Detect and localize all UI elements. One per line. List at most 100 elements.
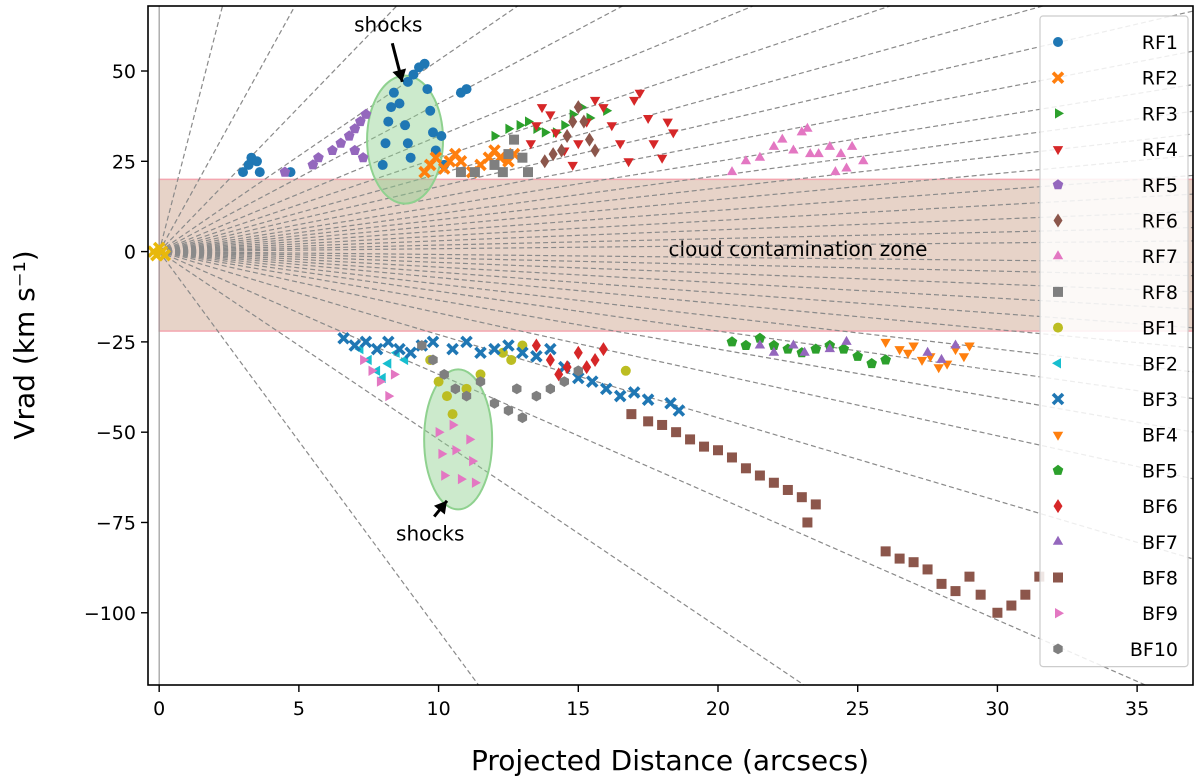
data-point-bf3 [348, 339, 362, 352]
origin-point [150, 248, 163, 262]
data-point-bf10 [573, 365, 583, 377]
data-point-rf7 [824, 140, 835, 150]
axis-ticks: 0 5 10 15 20 25 30 35 50 25 0 −25 −50 −75 −100 [84, 61, 1149, 720]
legend-marker-rf7 [1052, 250, 1064, 260]
data-points [148, 58, 1045, 618]
data-point-rf1 [428, 127, 438, 138]
legend-label-bf2: BF2 [1142, 353, 1178, 375]
data-point-rf6 [557, 143, 567, 158]
data-point-bf9 [466, 434, 476, 445]
data-point-rf1 [405, 152, 416, 163]
data-point-bf3 [460, 335, 473, 349]
data-point-rf4 [643, 115, 654, 124]
data-point-bf4 [933, 364, 944, 374]
legend-label-rf3: RF3 [1142, 103, 1178, 125]
x-tick-label: 10 [426, 698, 450, 720]
reference-line [159, 110, 1193, 253]
data-point-rf6 [548, 147, 558, 162]
data-point-rf1 [425, 105, 436, 116]
data-point-bf3 [627, 386, 641, 399]
data-point-bf9 [376, 376, 386, 387]
data-point-rf4 [615, 140, 626, 150]
legend-label-rf5: RF5 [1142, 175, 1178, 197]
data-point-rf1 [419, 58, 430, 69]
data-point-rf1 [380, 138, 391, 149]
data-point-bf3 [446, 342, 459, 356]
legend-marker-bf3 [1051, 392, 1065, 406]
data-point-bf8 [1034, 571, 1045, 582]
data-point-rf3 [491, 130, 501, 142]
data-point-bf4 [916, 356, 928, 366]
data-point-rf7 [813, 148, 824, 158]
data-point-bf1 [475, 369, 486, 380]
data-point-rf4 [531, 122, 542, 132]
data-point-bf8 [936, 578, 947, 589]
reference-line [158, 6, 224, 252]
data-point-bf8 [810, 499, 821, 510]
data-point-rf1 [386, 102, 397, 113]
data-point-bf3 [613, 389, 627, 403]
data-point-bf8 [782, 484, 793, 495]
data-point-bf8 [908, 557, 919, 568]
data-point-rf5 [313, 152, 324, 163]
data-point-rf1 [388, 87, 399, 98]
reference-line [158, 251, 805, 685]
data-point-rf1 [422, 84, 433, 95]
data-point-bf8 [713, 445, 723, 456]
data-point-rf7 [830, 166, 841, 176]
legend-marker-bf4 [1052, 431, 1064, 441]
data-point-rf7 [726, 166, 738, 176]
data-point-rf4 [629, 96, 640, 106]
shock-region-lower [423, 368, 494, 511]
data-point-bf8 [1006, 600, 1017, 611]
data-point-rf8 [503, 149, 514, 160]
y-tick-label: −25 [96, 332, 136, 354]
data-point-bf9 [441, 470, 451, 481]
data-point-bf10 [417, 340, 427, 351]
data-point-rf7 [788, 144, 799, 154]
data-point-bf8 [626, 409, 637, 420]
y-axis-title: Vrad (km s⁻¹) [8, 250, 41, 439]
data-point-bf4 [880, 338, 891, 348]
legend-marker-bf6 [1053, 499, 1063, 514]
data-point-rf5 [349, 144, 361, 155]
data-point-rf1 [408, 69, 419, 80]
legend-marker-rf3 [1055, 108, 1064, 119]
data-point-rf1 [394, 98, 405, 109]
reference-line [159, 251, 1193, 400]
data-point-rf5 [360, 108, 372, 119]
legend-label-rf6: RF6 [1142, 211, 1178, 233]
data-point-rf3 [525, 116, 534, 127]
data-point-rf1 [254, 167, 265, 178]
legend-marker-bf2 [1052, 358, 1061, 369]
data-point-bf3 [488, 342, 501, 356]
data-point-rf1 [400, 120, 411, 131]
data-point-bf8 [802, 517, 813, 528]
data-point-bf4 [902, 349, 914, 359]
data-point-rf8 [509, 134, 520, 145]
legend-marker-bf5 [1052, 464, 1064, 475]
data-point-bf4 [894, 346, 905, 356]
legend-marker-rf1 [1053, 37, 1063, 47]
data-point-rf8 [517, 152, 528, 163]
data-point-rf1 [402, 76, 413, 87]
legend-marker-bf7 [1052, 535, 1064, 545]
data-point-rf7 [835, 148, 847, 158]
legend-marker-bf1 [1053, 322, 1063, 333]
annotation-label: shocks [354, 12, 422, 36]
legend-marker-rf6 [1053, 213, 1063, 228]
data-point-rf1 [383, 116, 394, 127]
x-tick-label: 15 [566, 698, 590, 720]
data-point-bf9 [471, 477, 481, 488]
legend-label-rf2: RF2 [1142, 68, 1178, 90]
data-point-rf7 [796, 126, 807, 136]
y-tick-label: −75 [96, 512, 136, 534]
legend-label-bf8: BF8 [1142, 568, 1178, 590]
data-point-bf8 [657, 419, 668, 430]
x-tick-label: 20 [706, 698, 730, 720]
data-point-rf6 [584, 132, 594, 147]
data-point-rf1 [251, 156, 262, 167]
data-point-rf5 [357, 152, 369, 163]
data-point-bf9 [390, 369, 400, 380]
reference-line [158, 6, 398, 253]
